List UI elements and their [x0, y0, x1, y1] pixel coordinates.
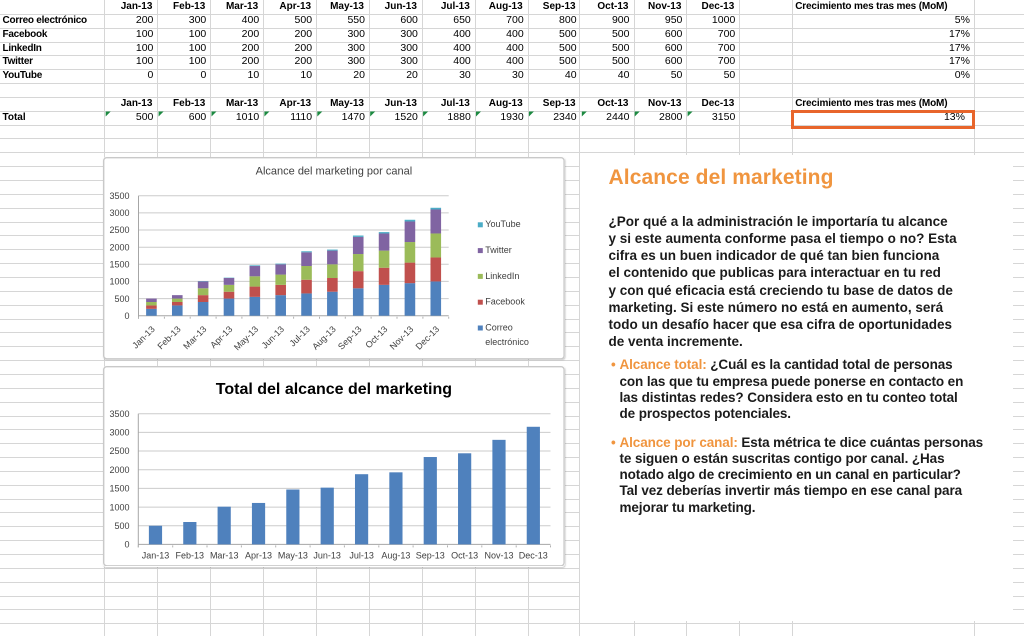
- svg-text:May-13: May-13: [278, 551, 308, 561]
- svg-text:1500: 1500: [110, 259, 130, 269]
- svg-text:YouTube: YouTube: [486, 219, 521, 229]
- svg-text:3000: 3000: [110, 208, 130, 218]
- svg-text:2500: 2500: [110, 446, 130, 456]
- svg-text:Alcance del marketing por cana: Alcance del marketing por canal: [256, 165, 413, 177]
- svg-text:Jun-13: Jun-13: [314, 551, 342, 561]
- svg-text:500: 500: [115, 521, 130, 531]
- svg-text:Twitter: Twitter: [486, 245, 513, 255]
- svg-text:1500: 1500: [110, 484, 130, 494]
- svg-text:1000: 1000: [110, 502, 130, 512]
- svg-text:Facebook: Facebook: [486, 296, 526, 306]
- svg-text:Mar-13: Mar-13: [210, 551, 239, 561]
- svg-text:0: 0: [125, 540, 130, 550]
- svg-text:1000: 1000: [110, 276, 130, 286]
- svg-text:electrónico: electrónico: [486, 337, 530, 347]
- svg-text:Apr-13: Apr-13: [245, 551, 272, 561]
- svg-text:Feb-13: Feb-13: [176, 551, 205, 561]
- svg-text:3000: 3000: [110, 428, 130, 438]
- svg-text:Jan-13: Jan-13: [142, 551, 170, 561]
- svg-text:0: 0: [125, 310, 130, 320]
- svg-text:Oct-13: Oct-13: [451, 551, 478, 561]
- svg-text:LinkedIn: LinkedIn: [486, 270, 520, 280]
- svg-text:2000: 2000: [110, 242, 130, 252]
- svg-text:Dec-13: Dec-13: [519, 551, 548, 561]
- svg-text:Nov-13: Nov-13: [485, 551, 514, 561]
- svg-text:3500: 3500: [110, 409, 130, 419]
- svg-text:Total del alcance del marketin: Total del alcance del marketing: [216, 381, 452, 398]
- svg-text:Jul-13: Jul-13: [350, 551, 375, 561]
- svg-text:2500: 2500: [110, 225, 130, 235]
- svg-text:500: 500: [115, 293, 130, 303]
- svg-text:Correo: Correo: [486, 322, 514, 332]
- svg-text:3500: 3500: [110, 191, 130, 201]
- svg-text:2000: 2000: [110, 465, 130, 475]
- svg-text:Sep-13: Sep-13: [416, 551, 445, 561]
- svg-text:Aug-13: Aug-13: [382, 551, 411, 561]
